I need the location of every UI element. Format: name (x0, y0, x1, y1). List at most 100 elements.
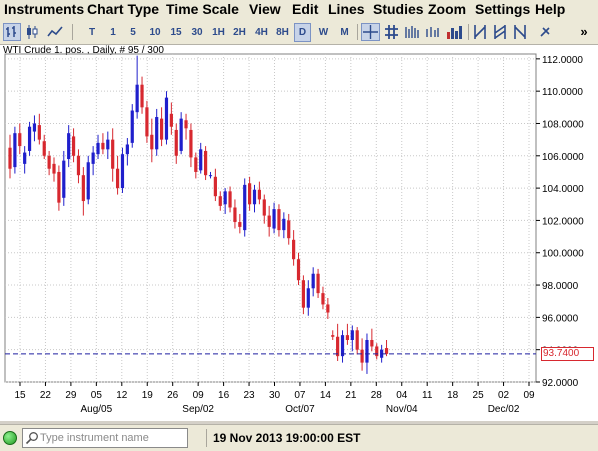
candle-body (321, 293, 325, 305)
candle-body (96, 142, 100, 155)
timescale-30min-button[interactable]: 30 (191, 27, 203, 38)
status-bar: 19 Nov 2013 19:00:00 EST (0, 424, 598, 451)
candle-body (252, 189, 257, 205)
timescale-5min-button[interactable]: 5 (130, 27, 136, 38)
status-separator (206, 429, 207, 447)
candle-body (71, 136, 76, 156)
menu-zoom[interactable]: Zoom (428, 1, 467, 17)
x-day-label: 02 (498, 390, 510, 401)
bar-chart-icon[interactable] (3, 23, 21, 41)
menu-help[interactable]: Help (535, 1, 566, 17)
x-day-label: 09 (193, 390, 205, 401)
x-day-label: 11 (422, 390, 433, 401)
x-month-label: Sep/02 (182, 404, 214, 415)
timescale-1h-button[interactable]: 1H (212, 27, 225, 38)
candle-body (292, 239, 296, 260)
candle-body (194, 157, 198, 172)
toolbar-overflow-chevron-icon[interactable]: » (580, 24, 588, 39)
candle-body (150, 134, 154, 150)
trend-line-icon[interactable] (472, 23, 488, 41)
candle-body (331, 335, 335, 337)
menu-time-scale[interactable]: Time Scale (166, 1, 239, 17)
candle-body (326, 304, 330, 313)
zoom-in-icon[interactable] (404, 23, 421, 41)
candle-body (272, 209, 276, 229)
menu-chart-type[interactable]: Chart Type (87, 1, 160, 17)
candle-body (23, 152, 27, 164)
candle-body (316, 273, 320, 294)
x-day-label: 05 (91, 390, 103, 401)
candle-body (296, 259, 301, 281)
timescale-weekly-button[interactable]: W (318, 27, 329, 38)
candle-body (18, 133, 22, 147)
toolbar-separator (357, 24, 358, 40)
channel-line-icon[interactable] (492, 23, 508, 41)
timescale-1min-button[interactable]: 1 (110, 27, 116, 38)
volume-bars-icon[interactable] (446, 23, 464, 41)
menu-edit[interactable]: Edit (292, 1, 319, 17)
timescale-15min-button[interactable]: 15 (170, 27, 182, 38)
line-chart-icon[interactable] (46, 23, 64, 41)
x-day-label: 26 (167, 390, 179, 401)
y-axis: 112.0000 110.0000 108.0000 106.0000 104.0000… (536, 55, 584, 389)
candle-body (189, 129, 193, 158)
instrument-search-box[interactable] (22, 428, 188, 448)
y-tick-label: 104.0000 (542, 184, 584, 195)
y-tick-label: 108.0000 (542, 119, 584, 130)
x-month-label: Nov/04 (386, 404, 418, 415)
menu-bar: Instruments Chart Type Time Scale View E… (0, 0, 598, 21)
fibonacci-icon[interactable] (512, 23, 528, 41)
x-month-label: Dec/02 (488, 404, 520, 415)
candle-body (340, 335, 345, 357)
timescale-4h-button[interactable]: 4H (255, 27, 268, 38)
timescale-daily-button[interactable]: D (294, 23, 311, 42)
zoom-out-icon[interactable] (424, 23, 441, 41)
price-chart[interactable]: 112.0000 110.0000 108.0000 106.0000 104.0000… (0, 45, 598, 421)
candle-body (218, 196, 222, 206)
candle-body (47, 155, 51, 169)
candle-body (355, 330, 359, 350)
x-day-label: 29 (65, 390, 77, 401)
crosshair-icon[interactable] (361, 23, 380, 41)
candle-body (67, 133, 71, 160)
menu-settings[interactable]: Settings (475, 1, 531, 17)
x-day-label: 12 (116, 390, 128, 401)
candle-body (57, 171, 61, 203)
instrument-search-input[interactable] (40, 429, 184, 447)
candle-body (257, 189, 261, 200)
candle-body (350, 330, 354, 340)
timescale-monthly-button[interactable]: M (340, 27, 349, 38)
timescale-10min-button[interactable]: 10 (149, 27, 161, 38)
x-day-label: 28 (371, 390, 383, 401)
x-day-label: 23 (243, 390, 255, 401)
x-day-label: 14 (320, 390, 332, 401)
timescale-tick-button[interactable]: T (88, 27, 96, 38)
candle-body (91, 152, 95, 164)
candle-body (223, 191, 227, 205)
candle-body (204, 150, 208, 176)
candle-body (37, 125, 41, 140)
menu-view[interactable]: View (249, 1, 281, 17)
candlestick-chart-icon[interactable] (24, 23, 42, 41)
candle-body (213, 176, 217, 197)
candle-body (115, 168, 120, 189)
timescale-8h-button[interactable]: 8H (276, 27, 289, 38)
menu-instruments[interactable]: Instruments (4, 1, 85, 17)
candle-body (375, 346, 379, 357)
candle-body (145, 107, 149, 137)
menu-lines[interactable]: Lines (328, 1, 365, 17)
x-day-label: 19 (142, 390, 154, 401)
menu-studies[interactable]: Studies (373, 1, 424, 17)
candle-body (174, 129, 178, 156)
timescale-2h-button[interactable]: 2H (233, 27, 246, 38)
candle-body (228, 191, 232, 208)
y-tick-label: 98.0000 (542, 281, 579, 292)
candle-body (120, 154, 125, 189)
delete-drawing-icon[interactable] (538, 23, 552, 41)
chart-panel[interactable]: WTI Crude 1. pos. , Daily, # 95 / 300 11… (0, 45, 598, 421)
candle-body (130, 110, 134, 143)
plot-frame (4, 53, 537, 383)
y-tick-label: 92.0000 (542, 378, 579, 389)
candle-body (140, 84, 144, 108)
grid-icon[interactable] (383, 23, 400, 41)
